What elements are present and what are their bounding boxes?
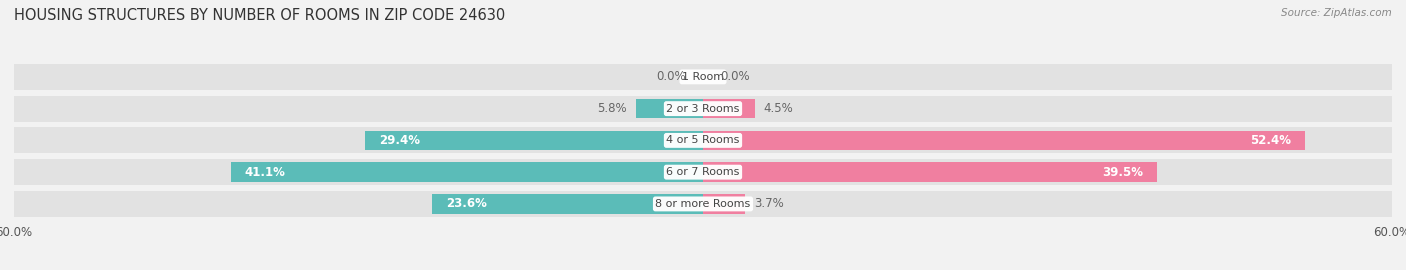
Bar	[703, 162, 1157, 182]
Text: 6 or 7 Rooms: 6 or 7 Rooms	[666, 167, 740, 177]
Text: 0.0%: 0.0%	[720, 70, 749, 83]
Text: Source: ZipAtlas.com: Source: ZipAtlas.com	[1281, 8, 1392, 18]
Bar	[14, 127, 1392, 153]
Text: 4 or 5 Rooms: 4 or 5 Rooms	[666, 135, 740, 146]
Text: 3.7%: 3.7%	[755, 197, 785, 210]
Text: HOUSING STRUCTURES BY NUMBER OF ROOMS IN ZIP CODE 24630: HOUSING STRUCTURES BY NUMBER OF ROOMS IN…	[14, 8, 505, 23]
Bar	[703, 194, 745, 214]
Bar	[231, 162, 703, 182]
Bar	[703, 99, 755, 119]
Bar	[366, 131, 703, 150]
Bar	[14, 191, 1392, 217]
Bar	[703, 131, 1305, 150]
Text: 41.1%: 41.1%	[245, 166, 285, 179]
Bar	[637, 99, 703, 119]
Text: 52.4%: 52.4%	[1250, 134, 1291, 147]
Text: 1 Room: 1 Room	[682, 72, 724, 82]
Text: 39.5%: 39.5%	[1102, 166, 1143, 179]
Bar	[432, 194, 703, 214]
Text: 0.0%: 0.0%	[657, 70, 686, 83]
Text: 2 or 3 Rooms: 2 or 3 Rooms	[666, 104, 740, 114]
Text: 29.4%: 29.4%	[380, 134, 420, 147]
Text: 5.8%: 5.8%	[598, 102, 627, 115]
Text: 4.5%: 4.5%	[763, 102, 793, 115]
Bar	[14, 64, 1392, 90]
Bar	[14, 159, 1392, 185]
Text: 8 or more Rooms: 8 or more Rooms	[655, 199, 751, 209]
Text: 23.6%: 23.6%	[446, 197, 486, 210]
Bar	[14, 96, 1392, 122]
